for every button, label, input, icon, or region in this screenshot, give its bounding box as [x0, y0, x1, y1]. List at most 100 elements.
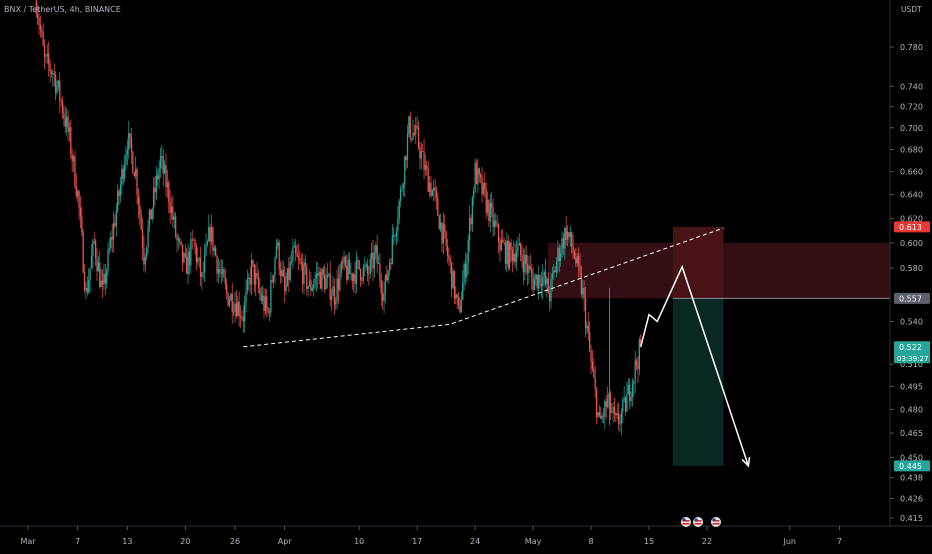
x-tick-label: 26: [230, 537, 240, 546]
candle-body: [543, 271, 545, 277]
candle-body: [576, 255, 578, 264]
candle-body: [326, 274, 329, 278]
support-trendline[interactable]: [243, 227, 724, 348]
y-tick-label: 0.580: [900, 264, 923, 273]
candle-body: [324, 274, 326, 290]
event-markers[interactable]: [680, 516, 722, 528]
event-marker-icon[interactable]: [710, 516, 722, 528]
candle-body: [373, 252, 376, 269]
projection-path[interactable]: [639, 264, 750, 467]
candle-body: [510, 242, 512, 250]
candle-body: [140, 214, 142, 230]
stop-price-badge-bg: [894, 221, 930, 233]
target-price-badge[interactable]: 0.445: [894, 460, 930, 472]
candle-body: [111, 236, 113, 240]
candle-body: [221, 269, 224, 274]
candle-body: [315, 273, 318, 279]
candle-body: [296, 253, 298, 257]
candle-body: [590, 349, 592, 362]
candle-body: [395, 230, 398, 237]
candle-body: [310, 280, 312, 291]
current-price-badge-value: 0.522: [899, 343, 922, 352]
candle-body: [277, 242, 279, 246]
candle-body: [97, 262, 100, 272]
candle-body: [564, 227, 566, 249]
candle-body: [506, 240, 508, 264]
y-tick-label: 0.740: [900, 82, 923, 91]
candle-body: [81, 216, 83, 233]
candle-body: [557, 247, 559, 262]
candle-body: [634, 360, 636, 381]
candle-body: [212, 227, 214, 251]
candle-body: [139, 205, 141, 215]
candle-body: [339, 273, 341, 291]
candle-body: [420, 151, 422, 159]
candle-body: [197, 258, 199, 262]
candle-body: [497, 224, 500, 243]
candle-body: [482, 182, 485, 195]
time-axis[interactable]: Mar 7 13 20 26 Apr 10 17 24 May 8 15 22 Jun 7: [20, 526, 842, 546]
candle-body: [629, 384, 631, 402]
candle-body: [267, 308, 269, 313]
candle-body: [485, 189, 487, 213]
candle-body: [49, 64, 51, 72]
candle-body: [544, 271, 547, 285]
candle-body: [560, 253, 562, 261]
candle-body: [121, 168, 123, 185]
candle-body: [589, 332, 591, 350]
candle-body: [546, 278, 548, 285]
candle-body: [622, 400, 624, 413]
price-axis[interactable]: 0.780 0.740 0.720 0.700 0.680 0.660 0.640 0.620…: [890, 43, 923, 523]
candle-body: [481, 177, 483, 195]
candle-body: [568, 232, 570, 238]
candle-body: [260, 293, 262, 301]
candle-body: [289, 262, 291, 280]
candle-body: [358, 260, 360, 270]
candle-body: [366, 264, 369, 274]
take-profit-zone[interactable]: [672, 298, 724, 466]
candle-body: [43, 45, 46, 57]
candle-body: [152, 187, 155, 209]
candle-body: [184, 253, 186, 257]
candle-body: [201, 273, 203, 278]
candle-body: [177, 238, 180, 241]
candle-body: [466, 261, 468, 278]
flag-circle: [692, 516, 704, 528]
candle-body: [341, 262, 344, 264]
candle-body: [89, 268, 91, 281]
candle-body: [500, 239, 502, 251]
target-price-badge-bg: [894, 460, 930, 472]
candle-body: [405, 156, 407, 161]
candle-body: [210, 227, 213, 242]
symbol-legend[interactable]: BNX / TetherUS, 4h, BINANCE: [4, 5, 121, 14]
candle-body: [271, 280, 273, 282]
candle-body: [467, 240, 469, 262]
candle-body: [108, 248, 111, 250]
current-price-badge[interactable]: 0.522 03:39:27: [894, 341, 930, 364]
candle-body: [539, 275, 541, 284]
candle-body: [416, 125, 418, 128]
candle-body: [354, 274, 356, 284]
candle-body: [347, 259, 349, 280]
candle-body: [434, 187, 436, 192]
candle-body: [593, 369, 595, 378]
candle-body: [231, 294, 233, 312]
event-marker-icon[interactable]: [692, 516, 704, 528]
stop-loss-zone[interactable]: [672, 226, 724, 299]
candle-body: [133, 172, 135, 177]
candle-body: [61, 101, 64, 114]
candle-body: [611, 412, 613, 414]
y-tick-label: 0.438: [900, 474, 923, 483]
candle-body: [439, 222, 442, 230]
candle-body: [217, 268, 220, 274]
candle-body: [537, 275, 540, 289]
candle-body: [230, 294, 232, 301]
stop-price-badge[interactable]: 0.613: [894, 221, 930, 233]
candle-body: [565, 227, 567, 240]
event-marker-icon[interactable]: [680, 516, 692, 528]
entry-price-badge[interactable]: 0.557: [894, 292, 930, 304]
candle-body: [257, 276, 260, 289]
candle-body: [532, 276, 534, 291]
